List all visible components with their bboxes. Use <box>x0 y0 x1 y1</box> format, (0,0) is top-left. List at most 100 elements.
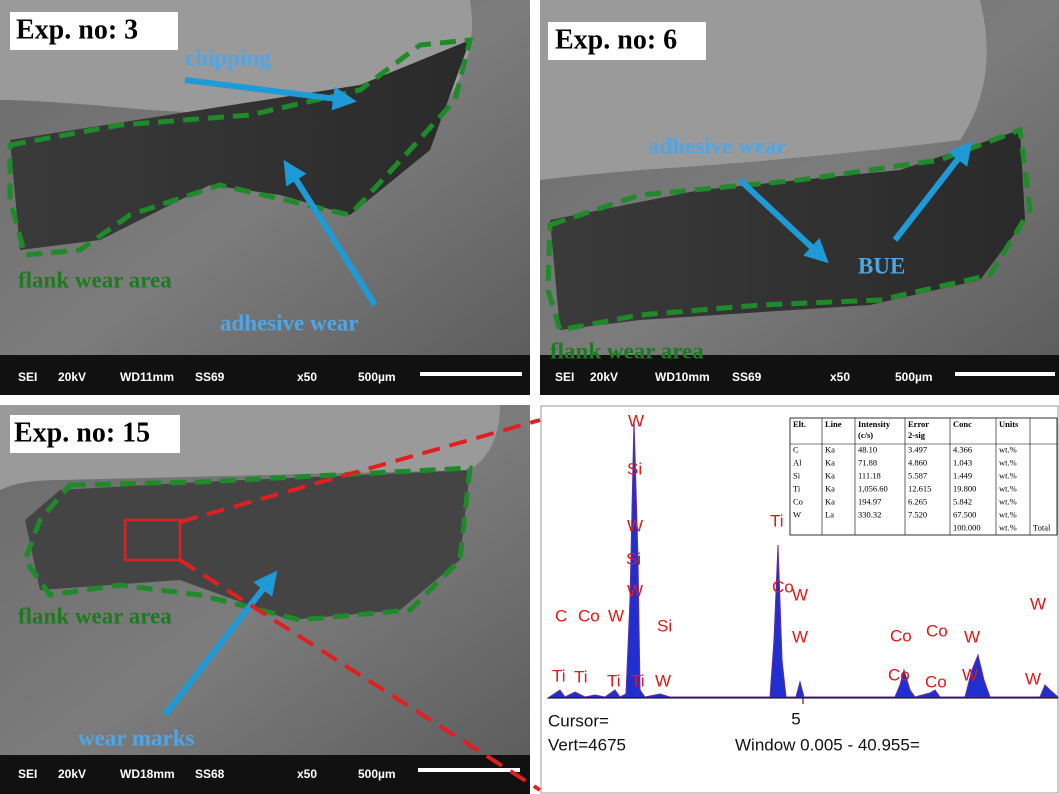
info-text: 500µm <box>358 370 396 384</box>
table-cell: 4.366 <box>953 444 972 454</box>
annotation: chipping <box>185 45 271 70</box>
peak-label: W <box>792 585 808 604</box>
axis-tick-label: 5 <box>791 709 800 728</box>
info-text: WD10mm <box>655 370 710 384</box>
annotation: BUE <box>858 253 905 278</box>
table-cell: wt.% <box>999 457 1017 467</box>
info-text: SS69 <box>195 370 225 384</box>
peak-label: Ti <box>631 671 645 690</box>
table-header: Conc <box>953 419 972 429</box>
table-cell: 3.497 <box>908 444 927 454</box>
table-cell: Co <box>793 496 803 506</box>
table-cell: wt.% <box>999 444 1017 454</box>
table-cell: 6.265 <box>908 496 927 506</box>
annotation: flank wear area <box>18 267 172 292</box>
window-text: Window 0.005 - 40.955= <box>735 735 920 754</box>
annotation: wear marks <box>78 725 195 750</box>
info-text: 20kV <box>590 370 618 384</box>
info-text: SEI <box>18 767 37 781</box>
table-cell: 1.449 <box>953 470 972 480</box>
table-cell: wt.% <box>999 509 1017 519</box>
table-cell: 5.587 <box>908 470 927 480</box>
table-cell: Ka <box>825 457 835 467</box>
table-cell: 7.520 <box>908 509 927 519</box>
annotation: flank wear area <box>550 338 704 363</box>
info-text: SS68 <box>195 767 225 781</box>
info-text: x50 <box>830 370 850 384</box>
annotation: adhesive wear <box>648 133 787 158</box>
table-cell: 330.32 <box>858 509 881 519</box>
table-cell: 48.10 <box>858 444 877 454</box>
peak-label: Ti <box>574 667 588 686</box>
info-text: SEI <box>18 370 37 384</box>
table-cell: Ti <box>793 483 801 493</box>
peak-label: Ti <box>607 671 621 690</box>
peak-label: Si <box>657 616 672 635</box>
peak-label: Co <box>926 621 948 640</box>
table-cell: W <box>793 509 801 519</box>
peak-label: Co <box>578 606 600 625</box>
info-text: SS69 <box>732 370 762 384</box>
info-text: 500µm <box>895 370 933 384</box>
peak-label: W <box>1025 669 1041 688</box>
table-cell: 111.18 <box>858 470 881 480</box>
table-cell: 71.88 <box>858 457 877 467</box>
peak-label: W <box>628 411 644 430</box>
table-cell: 67.500 <box>953 509 976 519</box>
table-cell: Ka <box>825 470 835 480</box>
table-cell: wt.% <box>999 483 1017 493</box>
table-header: Elt. <box>793 419 806 429</box>
table-cell: Al <box>793 457 802 467</box>
table-cell: 194.97 <box>858 496 881 506</box>
peak-label: W <box>627 581 643 600</box>
peak-label: Ti <box>552 666 566 685</box>
panel-label: Exp. no: 3 <box>16 14 138 45</box>
table-cell: 4.860 <box>908 457 927 467</box>
table-cell: 12.615 <box>908 483 931 493</box>
figure: Exp. no: 3 chipping adhesive wear flank … <box>0 0 1059 794</box>
info-text: WD18mm <box>120 767 175 781</box>
panel-label: Exp. no: 6 <box>555 24 677 55</box>
peak-label: W <box>608 606 624 625</box>
annotation: flank wear area <box>18 603 172 628</box>
table-cell: Si <box>793 470 801 480</box>
peak-label: Co <box>772 577 794 596</box>
vert-text: Vert=4675 <box>548 735 626 754</box>
info-text: 20kV <box>58 370 86 384</box>
cursor-text: Cursor= <box>548 711 609 730</box>
table-cell: Total <box>1033 522 1051 532</box>
peak-label: W <box>655 671 671 690</box>
peak-label: Co <box>890 626 912 645</box>
table-cell: wt.% <box>999 470 1017 480</box>
peak-label: Si <box>626 549 641 568</box>
info-text: SEI <box>555 370 574 384</box>
sem-panel <box>540 0 1059 395</box>
table-cell: 5.842 <box>953 496 972 506</box>
panel-label: Exp. no: 15 <box>14 417 150 448</box>
table-cell: 1,056.60 <box>858 483 888 493</box>
annotation: adhesive wear <box>220 310 359 335</box>
info-text: 500µm <box>358 767 396 781</box>
peak-label: W <box>964 627 980 646</box>
peak-label: Ti <box>770 511 784 530</box>
peak-label: Co <box>888 665 910 684</box>
info-text: WD11mm <box>120 370 174 384</box>
table-cell: 19.800 <box>953 483 976 493</box>
peak-label: C <box>555 606 567 625</box>
peak-label: Si <box>627 459 642 478</box>
info-text: x50 <box>297 767 317 781</box>
table-cell: Ka <box>825 444 835 454</box>
peak-label: Co <box>925 672 947 691</box>
table-header: Units <box>999 419 1019 429</box>
table-cell: Ka <box>825 496 835 506</box>
peak-label: W <box>1030 594 1046 613</box>
info-text: x50 <box>297 370 317 384</box>
table-cell: C <box>793 444 799 454</box>
info-text: 20kV <box>58 767 86 781</box>
table-cell: wt.% <box>999 522 1017 532</box>
table-cell: Ka <box>825 483 835 493</box>
peak-label: W <box>962 665 978 684</box>
table-cell: 1.043 <box>953 457 972 467</box>
table-cell: wt.% <box>999 496 1017 506</box>
